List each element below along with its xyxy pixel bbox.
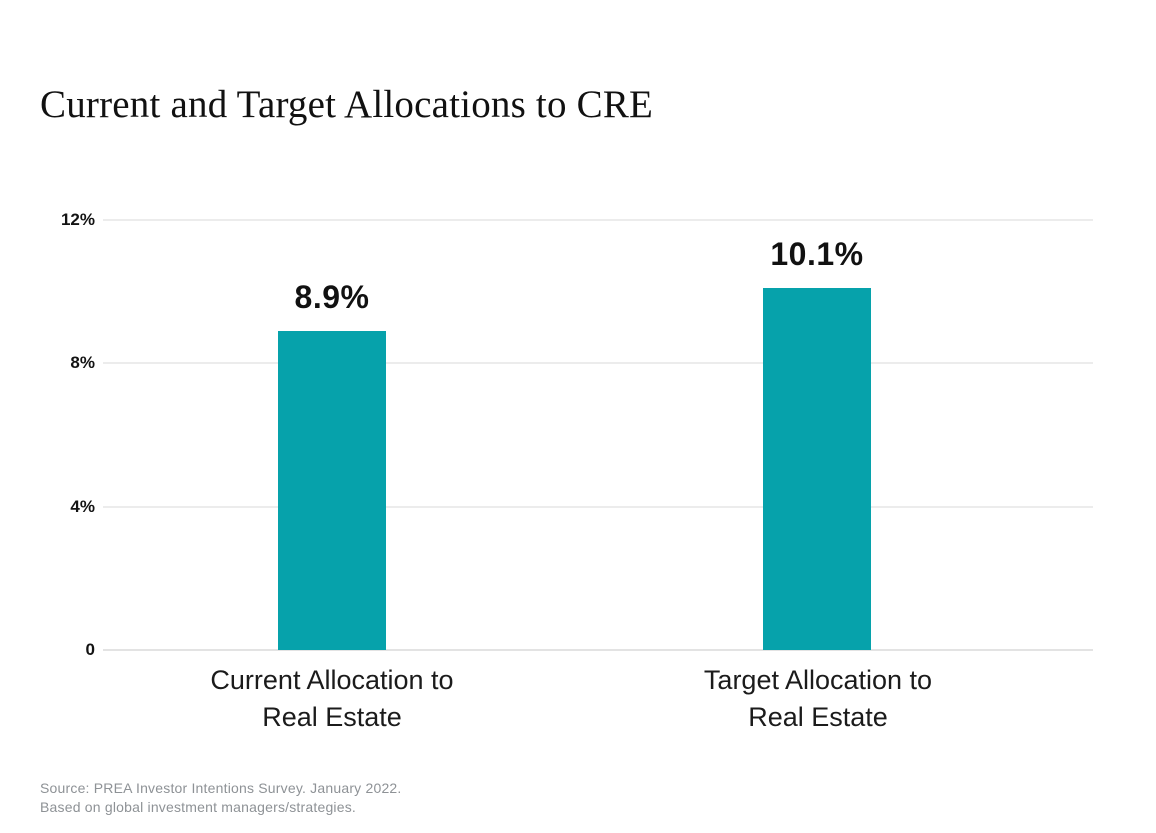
- y-axis-tick-label-12: 12%: [60, 210, 95, 229]
- category-line: Real Estate: [262, 702, 402, 732]
- category-line: Current Allocation to: [210, 665, 454, 695]
- bar-current-allocation: 8.9%: [278, 279, 386, 650]
- source-line-1: Source: PREA Investor Intentions Survey.…: [40, 780, 402, 796]
- source-line-2: Based on global investment managers/stra…: [40, 799, 357, 815]
- x-axis-category-label-target: Target Allocation to Real Estate: [598, 662, 1038, 736]
- y-axis-tick-label-4: 4%: [70, 497, 95, 516]
- category-line: Target Allocation to: [703, 665, 933, 695]
- bar-target-allocation: 10.1%: [763, 236, 871, 650]
- gridline-4pct: [103, 506, 1093, 508]
- bar-value-label-current: 8.9%: [294, 279, 370, 316]
- category-line: Real Estate: [748, 702, 888, 732]
- bar-value-label-target: 10.1%: [770, 236, 864, 273]
- gridline-12pct: [103, 219, 1093, 221]
- gridline-8pct: [103, 362, 1093, 364]
- source-note: Source: PREA Investor Intentions Survey.…: [40, 779, 402, 817]
- y-axis-tick-label-0: 0: [85, 640, 95, 659]
- x-axis-category-label-current: Current Allocation to Real Estate: [112, 662, 552, 736]
- chart-title: Current and Target Allocations to CRE: [40, 83, 654, 126]
- gridline-baseline: [103, 649, 1093, 651]
- plot-area: 8.9% 10.1%: [103, 219, 1093, 651]
- y-axis-tick-label-8: 8%: [70, 353, 95, 372]
